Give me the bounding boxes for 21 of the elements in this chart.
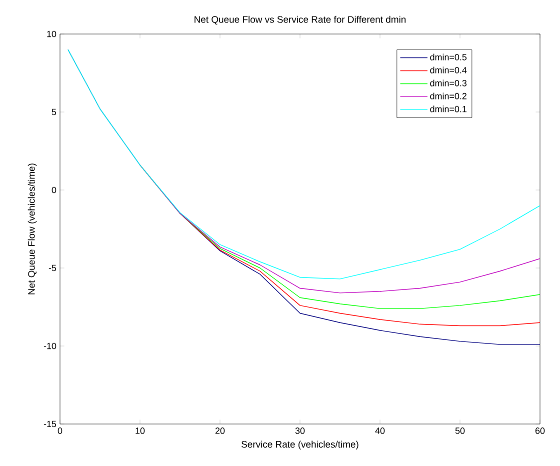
legend-label: dmin=0.5 <box>430 54 467 60</box>
x-tick-label: 40 <box>375 428 385 434</box>
y-axis-title: Net Queue Flow (vehicles/time) <box>28 164 37 294</box>
x-axis-title: Service Rate (vehicles/time) <box>242 440 358 450</box>
x-tick-label: 10 <box>136 428 145 434</box>
x-tick-label: 0 <box>58 428 62 434</box>
y-tick-label: -15 <box>44 420 56 428</box>
y-tick-label: 10 <box>47 30 56 38</box>
x-tick-label: 20 <box>215 428 225 434</box>
y-tick-label: -5 <box>48 264 56 272</box>
x-tick-label: 50 <box>455 428 465 434</box>
legend-label: dmin=0.4 <box>430 66 467 74</box>
x-tick-label: 60 <box>535 428 545 434</box>
legend-label: dmin=0.3 <box>430 80 467 86</box>
legend-label: dmin=0.1 <box>430 106 466 112</box>
chart-title: Net Queue Flow vs Service Rate for Different dmin <box>194 16 406 25</box>
y-tick-label: 0 <box>52 186 56 194</box>
y-tick-label: -10 <box>44 342 56 350</box>
x-tick-label: 30 <box>295 428 305 434</box>
y-tick-label: 5 <box>52 108 56 116</box>
legend-label: dmin=0.2 <box>430 92 466 100</box>
